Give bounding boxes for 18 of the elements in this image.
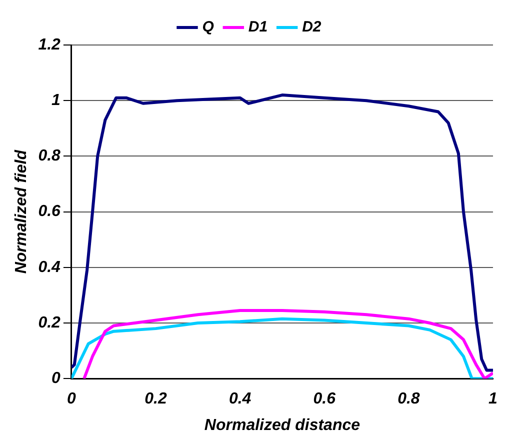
y-axis-title: Normalized field xyxy=(13,148,30,274)
legend-label: Q xyxy=(202,18,214,36)
y-tick-label: 0.6 xyxy=(38,203,61,220)
x-tick-label: 0.8 xyxy=(398,390,420,408)
legend-label: D2 xyxy=(302,18,322,36)
x-tick-label: 0.4 xyxy=(228,390,252,408)
x-tick-label: 0.6 xyxy=(313,390,336,408)
x-tick-label: 1 xyxy=(488,390,498,408)
y-tick-label: 1.2 xyxy=(38,36,61,54)
y-tick-label: 0.4 xyxy=(38,258,61,276)
x-tick-label: 0.2 xyxy=(144,390,167,408)
x-tick-label: 0 xyxy=(66,390,76,408)
x-axis-title: Normalized distance xyxy=(204,416,360,434)
y-tick-label: 0 xyxy=(52,370,61,388)
legend-label: D1 xyxy=(248,18,268,36)
y-tick-label: 1 xyxy=(52,92,61,110)
y-tick-label: 0.8 xyxy=(38,148,61,165)
y-tick-label: 0.2 xyxy=(38,314,61,332)
